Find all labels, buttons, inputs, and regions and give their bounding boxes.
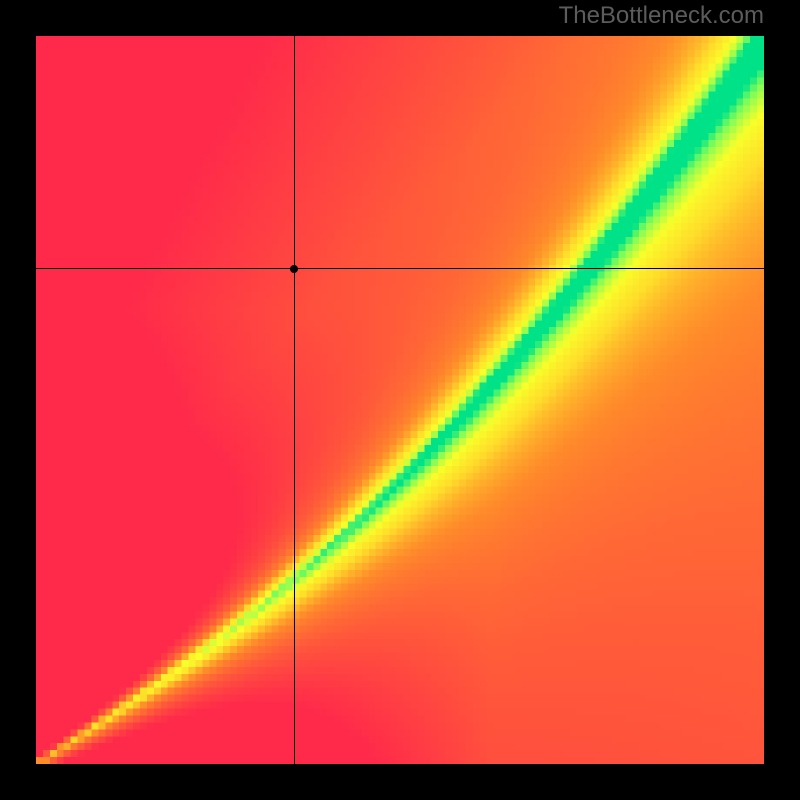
crosshair-vertical (294, 36, 295, 764)
watermark-text: TheBottleneck.com (559, 2, 764, 30)
crosshair-horizontal (36, 268, 764, 269)
chart-container: TheBottleneck.com (0, 0, 800, 800)
bottleneck-heatmap (36, 36, 764, 764)
